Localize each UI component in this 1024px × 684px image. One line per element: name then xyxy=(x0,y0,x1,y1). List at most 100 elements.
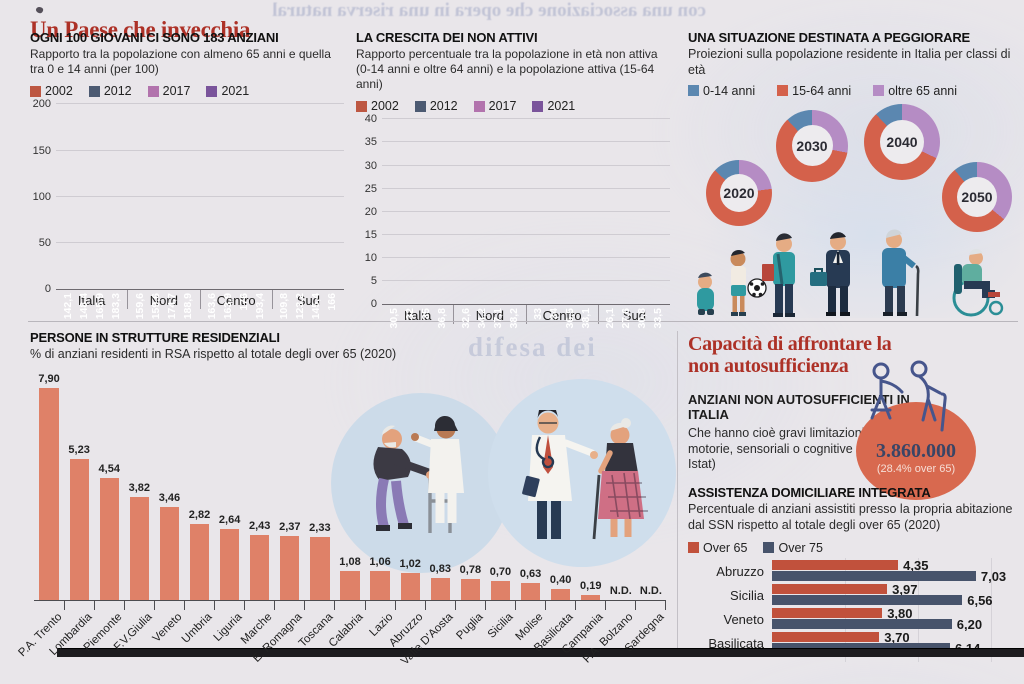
bar-value: 2,33 xyxy=(309,522,331,535)
bar-value: 2,43 xyxy=(248,519,271,532)
bar-value: 6,56 xyxy=(967,593,993,608)
grouped-bar-chart: 0 5 10 15 20 25 30 35 40 30,5 32 35 36,8 32,6 34,2 37,… xyxy=(356,113,674,329)
category-label: Sud xyxy=(597,305,670,325)
gridline xyxy=(382,187,670,189)
newsprint-ghost-headline: difesa dei xyxy=(468,332,597,362)
legend-item: Over 75 xyxy=(763,541,823,555)
category-label: Centro xyxy=(525,305,598,325)
category-label: Sud xyxy=(271,290,344,310)
bar-value: 145,4 xyxy=(310,293,322,320)
legend-swatch xyxy=(873,85,885,97)
boy-with-ball-figure xyxy=(730,249,767,316)
bar-value: 35 xyxy=(420,308,432,320)
region-column-20: N.D. xyxy=(606,385,637,610)
bar xyxy=(400,572,420,600)
gridline xyxy=(56,195,344,197)
bar-value: 0,83 xyxy=(429,562,451,575)
plot-area: 142,1 148,4 165,9 183,3 159,6 159,6 174,7 188,9… xyxy=(56,103,344,320)
bar-value: 2,37 xyxy=(279,521,301,534)
donut-2050: 2050 xyxy=(942,161,1012,232)
bar xyxy=(189,524,210,600)
category-label: Centro xyxy=(199,290,272,310)
bar-value: 0,70 xyxy=(489,566,512,579)
cane-icon xyxy=(915,264,920,316)
y-tick-label: 0 xyxy=(44,283,51,296)
soccer-ball-icon xyxy=(747,277,767,298)
gridline xyxy=(382,164,670,166)
gridline xyxy=(56,103,344,105)
bar xyxy=(460,578,480,600)
region-column-21: N.D. xyxy=(636,385,667,610)
bar-value: 30,8 xyxy=(636,308,648,329)
chart-subtitle: Percentuale di anziani assistiti presso … xyxy=(688,502,1013,532)
bars-row: 7,90 5,23 4,54 3,82 3,46 2,82 2,64 2,43 2,37 2,33… xyxy=(34,373,667,610)
legend-item: 2002 xyxy=(356,99,399,113)
y-tick-label: 50 xyxy=(38,237,51,250)
legend-swatch xyxy=(414,100,426,112)
gridline xyxy=(382,118,670,120)
region-column-17: 0,63 xyxy=(516,385,547,610)
y-tick-label: 20 xyxy=(364,205,377,218)
legend-label: 2017 xyxy=(488,99,517,114)
bar-value: 1,02 xyxy=(399,557,421,570)
category-axis: Italia Nord Centro Sud xyxy=(382,305,670,325)
gridline xyxy=(56,242,344,244)
chart-legend: Over 65 Over 75 xyxy=(688,541,1020,555)
bar xyxy=(551,589,571,600)
region-column-7: 2,64 xyxy=(215,385,246,610)
chart-panel-non-attivi: LA CRESCITA DEI NON ATTIVI Rapporto perc… xyxy=(356,30,674,329)
region-column-2: 5,23 xyxy=(64,385,95,610)
chart-subtitle: Rapporto percentuale tra la popolazione … xyxy=(356,47,658,92)
bar-value: 4,54 xyxy=(98,462,120,475)
bar-value: 27,6 xyxy=(620,308,632,329)
bar xyxy=(99,477,119,600)
legend-item: 2017 xyxy=(147,84,190,98)
chart-panel-rsa: PERSONE IN STRUTTURE RESIDENZIALI % di a… xyxy=(16,330,676,667)
bar-value: 38,1 xyxy=(580,308,592,329)
bar-value: 32,6 xyxy=(460,308,472,329)
bar xyxy=(490,581,511,600)
bar-value: 0,63 xyxy=(519,568,542,580)
bar-value: 3,46 xyxy=(158,491,181,504)
bar-value: 0,19 xyxy=(580,579,602,592)
young-man-backpack-figure xyxy=(762,232,795,317)
legend-swatch xyxy=(777,85,789,97)
legend-swatch xyxy=(763,542,775,554)
chart-heading: UNA SITUAZIONE DESTINATA A PEGGIORARE xyxy=(688,30,970,45)
legend-label: 2021 xyxy=(221,84,250,99)
legend-swatch xyxy=(473,100,485,112)
category-axis: Italia Nord Centro Sud xyxy=(56,290,344,310)
capacity-panel: Capacità di affrontare la non autosuffic… xyxy=(688,333,1020,662)
bar xyxy=(340,570,360,600)
legend-label: 2012 xyxy=(103,84,132,99)
region-column-16: 0,70 xyxy=(485,385,517,610)
bar-value: 193,4 xyxy=(254,293,266,320)
category-label: Nord xyxy=(453,305,525,325)
y-tick-label: 30 xyxy=(364,159,377,172)
adi-section: ASSISTENZA DOMICILIARE INTEGRATA Percent… xyxy=(688,485,1020,555)
region-column-3: 4,54 xyxy=(94,385,125,610)
legend-swatch xyxy=(206,85,218,97)
y-axis: 0 5 10 15 20 25 30 35 40 xyxy=(356,113,380,310)
bar-value: N.D. xyxy=(639,584,662,597)
bar-value: 3,97 xyxy=(892,582,918,597)
y-tick-label: 100 xyxy=(32,190,51,203)
bar-value: 165,9 xyxy=(94,293,106,320)
gridline xyxy=(382,233,670,235)
legend-item: oltre 65 anni xyxy=(873,84,957,98)
bar-value: 36,5 xyxy=(564,308,576,329)
bar-value: 163,9 xyxy=(222,293,234,320)
bar-over65: 3,80 xyxy=(772,606,913,621)
gridline xyxy=(382,210,670,212)
bar-value: 38,2 xyxy=(508,308,520,329)
bar xyxy=(581,594,601,600)
bar xyxy=(39,387,59,600)
big-number-circle: 3.860.000 (28.4% over 65) xyxy=(856,402,976,500)
bar-value: 109,8 xyxy=(278,293,290,320)
y-tick-label: 25 xyxy=(364,182,377,195)
gridline xyxy=(56,149,344,151)
bar xyxy=(370,571,390,600)
legend-swatch xyxy=(688,542,699,554)
bar-value: 7,90 xyxy=(38,372,60,385)
chart-heading: OGNI 100 GIOVANI CI SONO 183 ANZIANI xyxy=(30,30,279,45)
